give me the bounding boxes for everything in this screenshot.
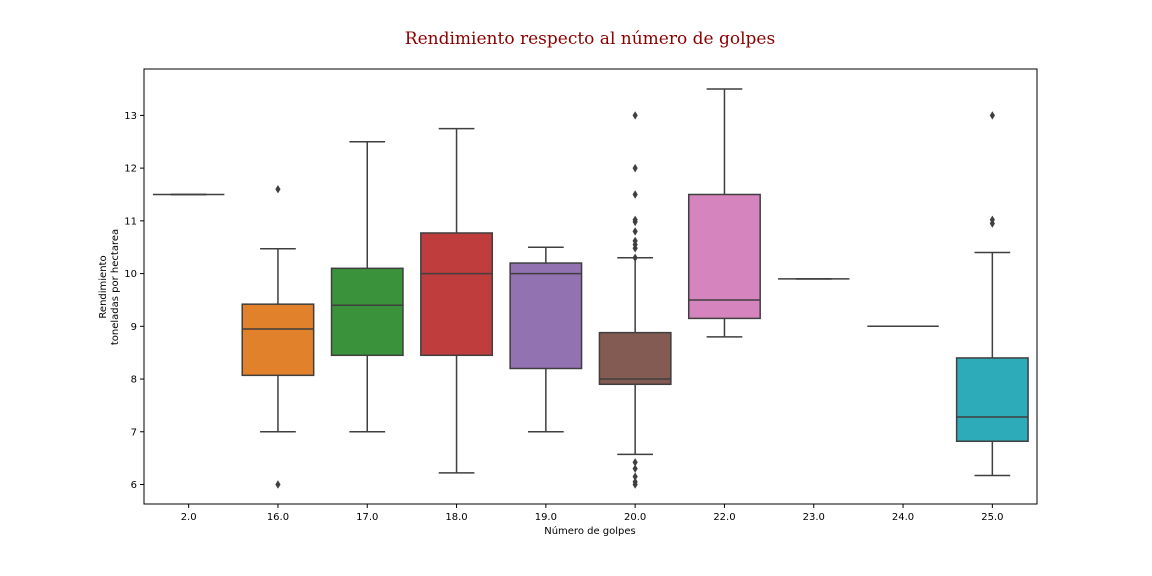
- y-tick-label: 13: [124, 111, 137, 122]
- outlier-point: [275, 185, 281, 194]
- y-tick-label: 11: [124, 216, 137, 227]
- y-tick-label: 12: [124, 164, 137, 175]
- box-iqr: [330, 267, 404, 357]
- box-group: [598, 111, 672, 489]
- x-tick-label: 19.0: [535, 512, 557, 523]
- outlier-point: [989, 215, 995, 224]
- outlier-point: [989, 111, 995, 120]
- y-tick-label: 10: [124, 269, 137, 280]
- outlier-point: [632, 227, 638, 236]
- x-tick-label: 25.0: [981, 512, 1003, 523]
- box-group: [955, 111, 1029, 477]
- x-tick-label: 22.0: [713, 512, 735, 523]
- y-tick-label: 6: [131, 480, 137, 491]
- box-iqr: [598, 331, 672, 386]
- box-group: [241, 185, 315, 489]
- box-group: [509, 246, 583, 433]
- x-tick-label: 16.0: [267, 512, 289, 523]
- box-group: [330, 141, 404, 433]
- x-tick-label: 24.0: [892, 512, 914, 523]
- x-tick-label: 20.0: [624, 512, 646, 523]
- y-tick-label: 7: [131, 427, 137, 438]
- outlier-point: [632, 464, 638, 473]
- chart-title: Rendimiento respecto al número de golpes: [405, 29, 775, 49]
- outlier-point: [632, 458, 638, 467]
- x-tick-label: 17.0: [356, 512, 378, 523]
- x-tick-label: 23.0: [803, 512, 825, 523]
- outlier-point: [632, 477, 638, 487]
- y-tick-label: 8: [131, 375, 137, 386]
- x-axis-label: Número de golpes: [544, 525, 636, 537]
- axes-frame: [143, 68, 1038, 505]
- box-iqr: [241, 303, 315, 377]
- x-tick-label: 2.0: [181, 512, 197, 523]
- y-axis-label-line-2: toneladas por hectarea: [110, 229, 121, 345]
- x-tick-label: 18.0: [445, 512, 467, 523]
- y-tick-label: 9: [131, 322, 137, 333]
- box-iqr: [509, 262, 583, 370]
- outlier-point: [275, 480, 281, 489]
- outlier-point: [632, 472, 638, 481]
- outlier-point: [632, 236, 638, 246]
- outlier-point: [632, 190, 638, 199]
- box-group: [420, 127, 494, 474]
- plot-area: [152, 88, 1029, 489]
- outlier-point: [632, 111, 638, 120]
- x-axis: 2.0 16.0 17.0 18.0 19.0 20.0 22.0 23.0 24.0 25.0: [181, 504, 1003, 523]
- box-group: [687, 88, 761, 338]
- outlier-point: [632, 253, 638, 262]
- outlier-point: [632, 215, 638, 224]
- box-iqr: [687, 193, 761, 320]
- box-iqr: [420, 232, 494, 357]
- outlier-point: [632, 163, 638, 173]
- y-axis-label-line-1: Rendimiento: [98, 255, 109, 318]
- y-axis: 6 7 8 9 10 11 12 13: [124, 111, 144, 491]
- box-iqr: [955, 357, 1029, 443]
